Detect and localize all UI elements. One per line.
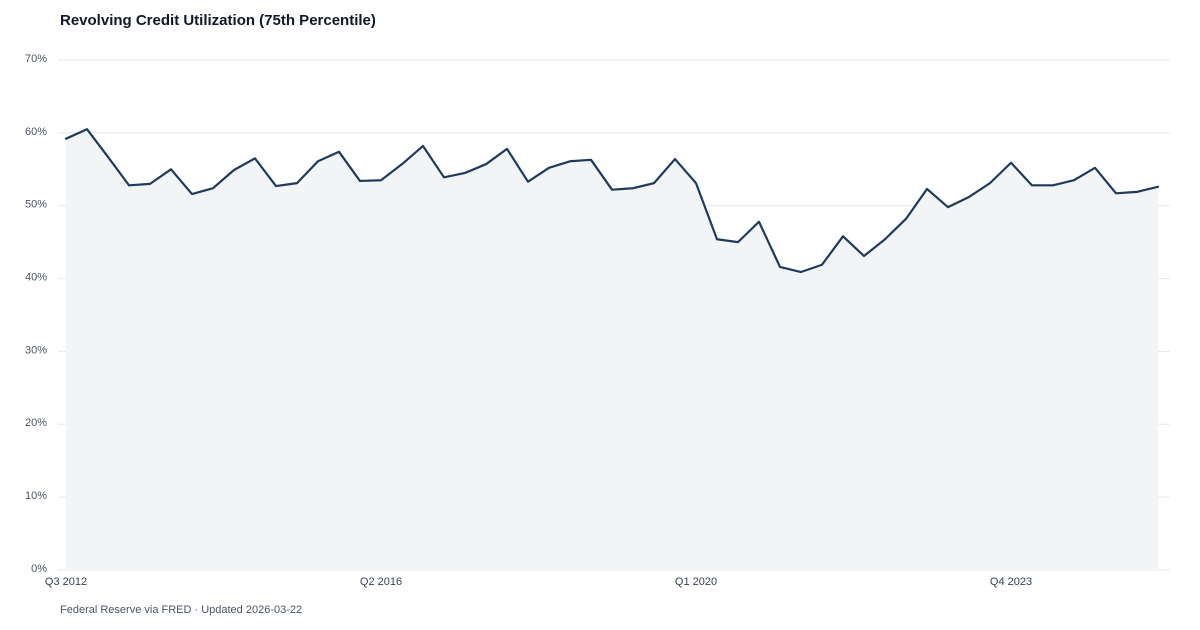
source-note: Federal Reserve via FRED · Updated 2026-…	[60, 604, 302, 616]
y-tick-label: 40%	[25, 271, 47, 283]
area	[66, 129, 1158, 570]
y-tick-label: 20%	[25, 417, 47, 429]
x-tick-label: Q3 2012	[45, 576, 87, 588]
chart-title: Revolving Credit Utilization (75th Perce…	[60, 12, 376, 29]
x-tick-label: Q4 2023	[990, 576, 1032, 588]
y-tick-label: 10%	[25, 490, 47, 502]
x-tick-label: Q1 2020	[675, 576, 717, 588]
y-tick-label: 70%	[25, 53, 47, 65]
x-tick-label: Q2 2016	[360, 576, 402, 588]
y-tick-label: 50%	[25, 199, 47, 211]
line	[64, 128, 1160, 274]
y-tick-label: 60%	[25, 126, 47, 138]
y-tick-label: 0%	[31, 563, 47, 575]
y-tick-label: 30%	[25, 344, 47, 356]
